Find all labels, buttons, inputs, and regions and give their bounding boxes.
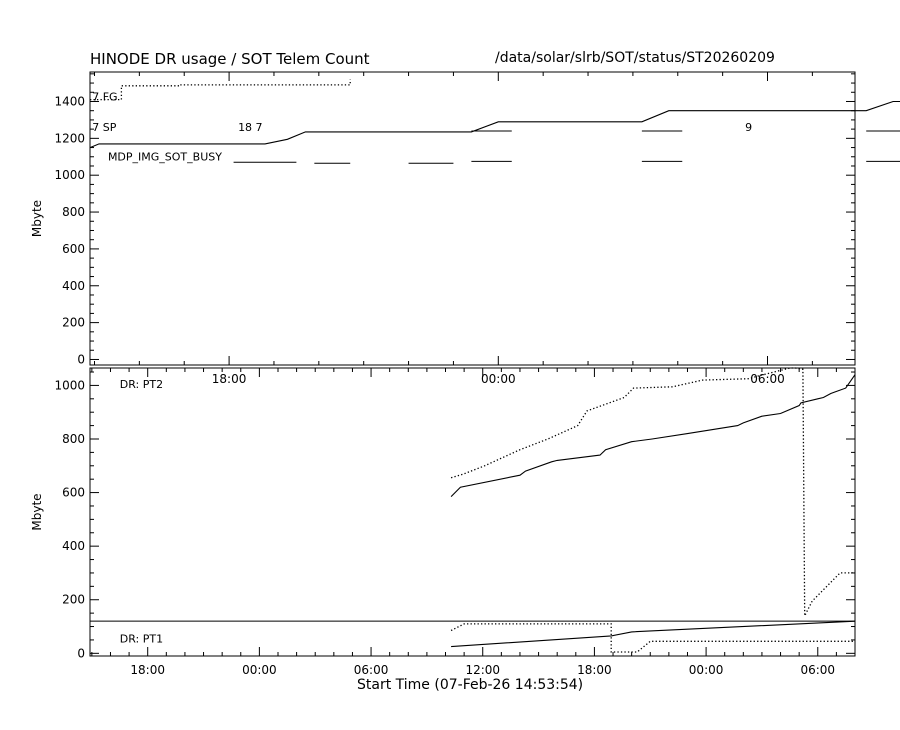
bottom-panel-xtick-label: 18:00 bbox=[130, 663, 165, 677]
x-axis-label: Start Time (07-Feb-26 14:53:54) bbox=[357, 677, 584, 693]
bottom-panel-xtick-label: 12:00 bbox=[465, 663, 500, 677]
bottom-panel-ytick-label: 1000 bbox=[54, 378, 85, 392]
pt1-dotted-series bbox=[450, 623, 855, 653]
bottom-panel-xtick-label: 18:00 bbox=[577, 663, 612, 677]
top-panel-annotation: MDP_IMG_SOT_BUSY bbox=[108, 150, 222, 163]
bottom-panel-y-axis-label: Mbyte bbox=[30, 493, 44, 530]
pt2-dotted-series bbox=[450, 367, 855, 617]
top-panel-ytick-label: 0 bbox=[77, 352, 85, 366]
bottom-panel-frame bbox=[89, 367, 856, 657]
top-panel-xtick-label: 18:00 bbox=[212, 372, 247, 386]
top-panel-annotation: 7 SP bbox=[92, 121, 116, 134]
top-panel-ytick-label: 200 bbox=[62, 316, 85, 330]
bottom-panel-xtick-label: 06:00 bbox=[800, 663, 835, 677]
pt2-series bbox=[450, 374, 856, 497]
chart-title: HINODE DR usage / SOT Telem Count bbox=[90, 50, 370, 68]
top-panel-y-axis-label: Mbyte bbox=[30, 200, 44, 237]
top-panel-ytick-label: 400 bbox=[62, 279, 85, 293]
bottom-panel-ytick-label: 0 bbox=[77, 646, 85, 660]
top-panel-annotation: 9 bbox=[745, 121, 752, 134]
bottom-panel-xtick-label: 00:00 bbox=[689, 663, 724, 677]
bottom-panel-ytick-label: 800 bbox=[62, 432, 85, 446]
bottom-panel-ytick-label: 200 bbox=[62, 593, 85, 607]
top-panel-ytick-label: 1400 bbox=[54, 94, 85, 108]
bottom-panel-xtick-label: 06:00 bbox=[354, 663, 389, 677]
top-panel-ytick-label: 1200 bbox=[54, 131, 85, 145]
bottom-panel-series-label: DR: PT2 bbox=[120, 378, 163, 391]
top-panel-xtick-label: 00:00 bbox=[481, 372, 516, 386]
top-panel-frame bbox=[89, 71, 856, 366]
bottom-panel-ytick-label: 600 bbox=[62, 486, 85, 500]
top-panel-annotation: 7 FG bbox=[92, 91, 117, 104]
bottom-panel-xtick-label: 00:00 bbox=[242, 663, 277, 677]
top-panel-annotation: 18 7 bbox=[238, 121, 263, 134]
top-panel-ytick-label: 600 bbox=[62, 242, 85, 256]
pt1-series bbox=[451, 620, 856, 648]
sp-series bbox=[89, 100, 900, 149]
file-path: /data/solar/slrb/SOT/status/ST20260209 bbox=[495, 50, 775, 66]
top-panel-ytick-label: 800 bbox=[62, 205, 85, 219]
bottom-panel-ytick-label: 400 bbox=[62, 539, 85, 553]
top-panel-ytick-label: 1000 bbox=[54, 168, 85, 182]
fg-series bbox=[90, 79, 351, 101]
top-panel-xtick-label: 06:00 bbox=[750, 372, 785, 386]
bottom-panel-series-label: DR: PT1 bbox=[120, 633, 163, 646]
